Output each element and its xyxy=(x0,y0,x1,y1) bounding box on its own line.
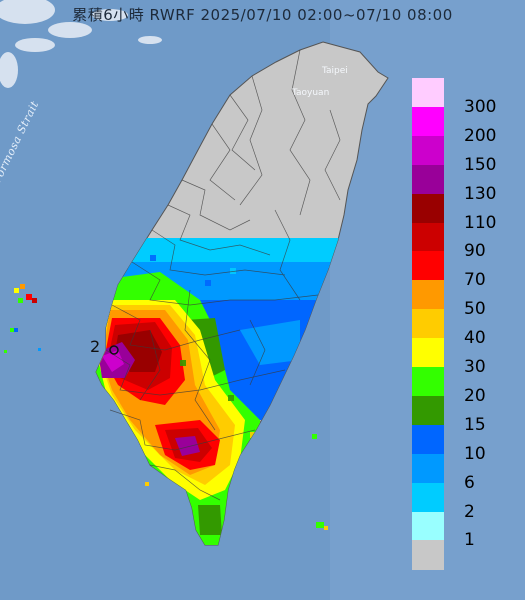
rain-band-150mm xyxy=(102,350,124,372)
legend-label: 15 xyxy=(464,414,486,435)
legend-swatch xyxy=(412,164,444,195)
legend-label: 300 xyxy=(464,96,497,117)
legend-label: 130 xyxy=(464,183,497,204)
legend-label: 150 xyxy=(464,154,497,175)
legend-swatch xyxy=(412,251,444,281)
legend-label: 70 xyxy=(464,270,486,291)
legend-swatch xyxy=(412,135,444,166)
legend-swatch xyxy=(412,482,444,512)
place-taipei: Taipei xyxy=(322,66,348,76)
legend-label: 90 xyxy=(464,241,486,262)
legend-swatch xyxy=(412,78,444,108)
rainfall-legend: 300 200 150 130 110 90 70 50 40 30 20 15 10 6 2 1 xyxy=(412,78,512,570)
legend-swatch xyxy=(412,309,444,339)
legend-swatch xyxy=(412,511,444,541)
legend-swatch xyxy=(412,280,444,310)
legend-label: 2 xyxy=(464,501,475,522)
rain-patch-6mm-east xyxy=(240,320,300,365)
legend-label: 40 xyxy=(464,328,486,349)
legend-label: 200 xyxy=(464,125,497,146)
legend-swatch xyxy=(412,106,444,137)
legend-label: 6 xyxy=(464,472,475,493)
legend-swatch xyxy=(412,540,444,570)
legend-swatch xyxy=(412,222,444,252)
legend-label: 30 xyxy=(464,357,486,377)
legend-swatch xyxy=(412,367,444,397)
map-title: 累積6小時 RWRF 2025/07/10 02:00~07/10 08:00 xyxy=(72,6,453,24)
rainfall-overlay xyxy=(96,238,380,545)
legend-label: 50 xyxy=(464,299,486,320)
legend-label: 1 xyxy=(464,530,475,551)
legend-swatch xyxy=(412,338,444,368)
legend-label: 10 xyxy=(464,443,486,464)
legend-swatch xyxy=(412,193,444,223)
legend-label: 110 xyxy=(464,212,497,233)
cloud-texture xyxy=(0,0,162,88)
legend-swatch xyxy=(412,395,444,426)
station-marker[interactable] xyxy=(109,345,119,355)
rain-band-130mm-south xyxy=(175,436,200,456)
place-taoyuan: Taoyuan xyxy=(292,88,330,98)
station-label: 2 xyxy=(90,337,101,356)
offshore-rain-cells xyxy=(4,284,328,530)
legend-label: 20 xyxy=(464,385,486,406)
legend-swatch xyxy=(412,424,444,455)
boundary-lines xyxy=(105,49,341,501)
rain-patch-15mm-south xyxy=(198,505,222,535)
legend-swatch xyxy=(412,453,444,484)
